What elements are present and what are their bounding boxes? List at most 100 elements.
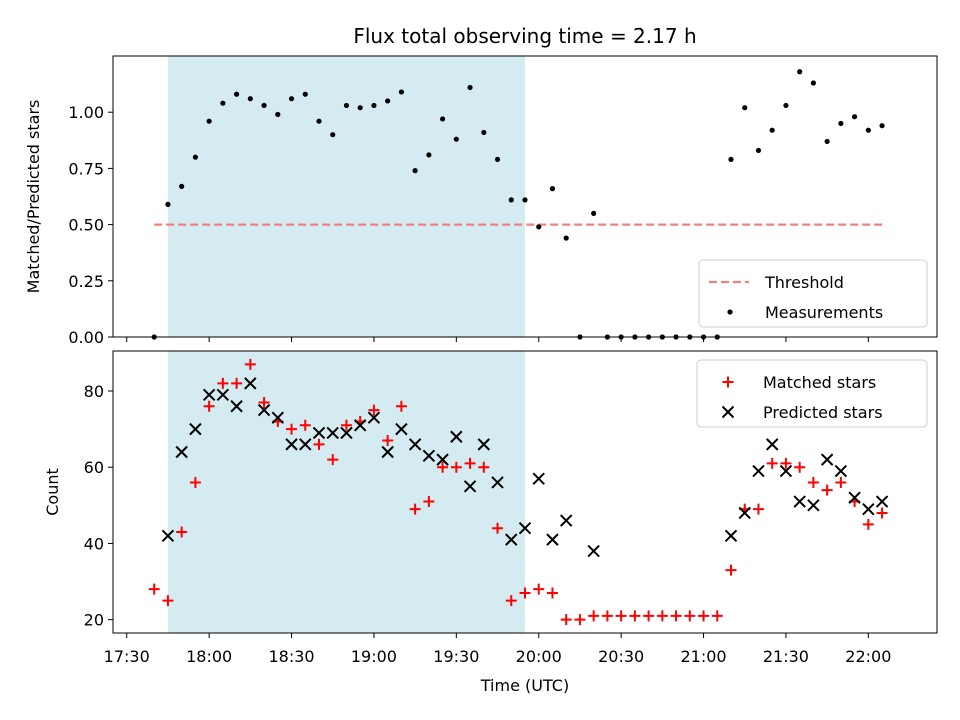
matched-star-point <box>752 503 764 515</box>
series-measurements <box>151 69 885 340</box>
matched-star-point <box>533 583 545 595</box>
matched-star-point <box>725 564 737 576</box>
measurement-point <box>426 152 432 158</box>
matched-star-point <box>244 358 256 370</box>
matched-star-point <box>299 419 311 431</box>
x-tick-label: 19:30 <box>433 647 479 666</box>
measurement-point <box>797 69 803 75</box>
measurement-point <box>494 156 501 163</box>
predicted-star-point <box>340 426 353 440</box>
predicted-star-point <box>395 422 408 436</box>
x-tick-label: 19:00 <box>351 647 397 666</box>
matched-star-point <box>203 400 215 412</box>
predicted-star-point <box>848 491 861 504</box>
plot-frame <box>112 350 938 634</box>
predicted-star-point <box>299 438 312 451</box>
matched-star-point <box>450 461 462 473</box>
measurement-point <box>412 168 418 174</box>
measurement-point <box>316 118 322 124</box>
matched-star-point <box>148 583 160 595</box>
matched-star-point <box>807 476 819 488</box>
matched-star-point <box>286 423 298 435</box>
y-tick-label: 0.25 <box>68 272 104 291</box>
measurement-point <box>728 156 734 163</box>
matched-star-point <box>176 526 188 538</box>
measurement-point <box>398 89 404 95</box>
matched-star-point <box>670 610 682 622</box>
measurement-point <box>591 210 597 216</box>
predicted-star-point <box>257 403 271 417</box>
y-tick-label: 80 <box>84 382 104 401</box>
legend-label: Predicted stars <box>763 403 883 422</box>
predicted-star-point <box>463 480 477 493</box>
x-tick-label: 22:00 <box>845 647 891 666</box>
x-tick-label: 20:00 <box>516 647 562 666</box>
predicted-star-point <box>491 476 504 489</box>
x-tick-label: 20:30 <box>598 647 644 666</box>
predicted-star-point <box>834 464 848 478</box>
measurement-point <box>852 114 858 120</box>
measurement-point <box>440 116 446 122</box>
measurement-point <box>302 91 308 97</box>
series-matched-stars <box>148 358 888 626</box>
measurement-point <box>343 102 350 109</box>
measurement-point <box>234 91 240 97</box>
predicted-star-point <box>724 529 738 543</box>
matched-star-point <box>327 454 339 466</box>
matched-star-point <box>780 457 792 469</box>
matched-star-point <box>437 461 449 473</box>
predicted-star-point <box>587 544 600 558</box>
matched-star-point <box>862 518 874 530</box>
matched-star-point <box>492 522 504 534</box>
predicted-star-point <box>312 426 326 440</box>
matched-star-point <box>395 400 407 412</box>
y-tick-label: 0.50 <box>68 216 104 235</box>
legend-matched-swatch <box>722 376 734 388</box>
measurement-point <box>742 105 748 111</box>
matched-star-point <box>560 614 572 626</box>
measurement-point <box>330 132 336 138</box>
panel-ratio: 0.00 0.25 0.50 0.75 1.00 Matched/Predicted st… <box>24 55 938 347</box>
measurement-point <box>261 102 267 109</box>
measurement-point <box>755 147 762 154</box>
legend: Matched stars Predicted stars <box>696 359 928 428</box>
legend-label: Threshold <box>764 273 844 292</box>
predicted-star-point <box>216 388 230 402</box>
matched-star-point <box>340 419 352 431</box>
measurement-point <box>192 154 198 160</box>
measurement-point <box>769 127 775 133</box>
matched-star-point <box>478 461 490 473</box>
predicted-star-point <box>765 438 779 451</box>
matched-star-point <box>189 476 201 488</box>
predicted-star-point <box>820 453 834 466</box>
matched-star-point <box>409 503 421 515</box>
predicted-star-point <box>559 514 573 527</box>
measurement-point <box>288 96 295 102</box>
predicted-star-point <box>518 521 532 535</box>
predicted-star-point <box>738 506 751 520</box>
matched-star-point <box>546 587 558 599</box>
measurement-point <box>508 197 514 203</box>
matched-star-point <box>574 614 586 626</box>
matched-star-point <box>162 595 174 607</box>
x-tick-label: 17:30 <box>104 647 150 666</box>
matched-star-point <box>505 595 517 607</box>
x-tick-label: 21:00 <box>680 647 726 666</box>
predicted-star-point <box>546 533 559 546</box>
measurement-point <box>220 100 226 106</box>
legend-label: Measurements <box>765 303 883 322</box>
measurement-point <box>247 96 253 102</box>
matched-star-point <box>258 396 270 408</box>
predicted-star-point <box>779 464 793 478</box>
matched-star-point <box>588 610 600 622</box>
predicted-star-point <box>793 495 806 508</box>
matched-star-point <box>656 610 668 622</box>
matched-star-point <box>368 404 380 416</box>
measurement-point <box>385 98 391 104</box>
y-tick-label: 0.00 <box>68 328 104 347</box>
matched-star-point <box>698 610 710 622</box>
predicted-star-point <box>367 411 381 424</box>
observing-window-band <box>167 56 525 337</box>
series-predicted-stars <box>161 377 889 558</box>
measurement-point <box>165 201 171 207</box>
